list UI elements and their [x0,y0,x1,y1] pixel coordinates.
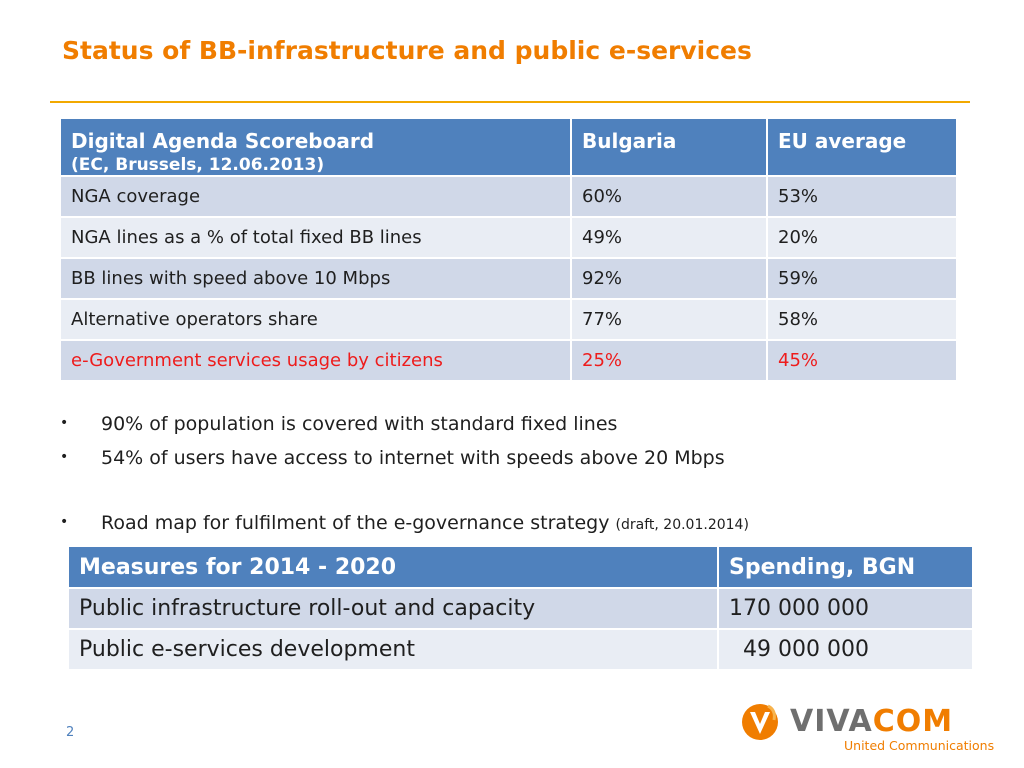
row-eu-value: 53% [768,175,956,216]
bullet-marker: • [60,514,69,530]
measures-table: Measures for 2014 - 2020 Spending, BGN P… [69,547,972,669]
scoreboard-header-title: Digital Agenda Scoreboard [71,129,375,153]
row-label: Alternative operators share [61,298,572,339]
logo-tagline: United Communications [844,738,995,753]
row-eu-value: 20% [768,216,956,257]
table-row: Alternative operators share 77% 58% [61,298,956,339]
row-bulgaria-value: 60% [572,175,768,216]
table-row: Public infrastructure roll-out and capac… [69,587,972,628]
bullet-text: Road map for fulfilment of the e-governa… [101,512,749,534]
scoreboard-header-bulgaria: Bulgaria [572,119,768,175]
row-bulgaria-value: 77% [572,298,768,339]
row-label: e-Government services usage by citizens [61,339,572,380]
logo-word-part2: COM [872,704,954,739]
bullet-marker: • [60,449,69,465]
measures-header-spending: Spending, BGN [719,547,972,587]
logo-wordmark: VIVACOM [790,704,953,739]
row-label: NGA coverage [61,175,572,216]
row-eu-value: 45% [768,339,956,380]
scoreboard-header-subtitle: (EC, Brussels, 12.06.2013) [71,155,325,175]
vivacom-v-icon [742,704,778,740]
measures-header-measure: Measures for 2014 - 2020 [69,547,719,587]
title-divider [50,101,970,103]
row-bulgaria-value: 92% [572,257,768,298]
bullet-main-text: Road map for fulfilment of the e-governa… [101,512,610,534]
bullet-marker: • [60,415,69,431]
row-label: BB lines with speed above 10 Mbps [61,257,572,298]
row-bulgaria-value: 49% [572,216,768,257]
table-row: NGA coverage 60% 53% [61,175,956,216]
table-row: NGA lines as a % of total fixed BB lines… [61,216,956,257]
row-eu-value: 58% [768,298,956,339]
measure-label: Public infrastructure roll-out and capac… [69,587,719,628]
measure-spending: 170 000 000 [719,587,972,628]
scoreboard-header-row: Digital Agenda Scoreboard (EC, Brussels,… [61,119,956,175]
logo-word-part1: VIVA [790,704,873,739]
measure-label: Public e-services development [69,628,719,669]
table-row-highlighted: e-Government services usage by citizens … [61,339,956,380]
bullet-text: 54% of users have access to internet wit… [101,447,725,469]
scoreboard-table: Digital Agenda Scoreboard (EC, Brussels,… [61,119,956,380]
row-bulgaria-value: 25% [572,339,768,380]
vivacom-logo: VIVACOM United Communications [738,700,994,756]
row-label: NGA lines as a % of total fixed BB lines [61,216,572,257]
row-eu-value: 59% [768,257,956,298]
slide-title: Status of BB-infrastructure and public e… [62,36,752,65]
bullet-text: 90% of population is covered with standa… [101,413,618,435]
measure-spending: 49 000 000 [719,628,972,669]
measures-header-row: Measures for 2014 - 2020 Spending, BGN [69,547,972,587]
bullet-draft-note: (draft, 20.01.2014) [615,517,749,533]
table-row: Public e-services development 49 000 000 [69,628,972,669]
scoreboard-header-eu-average: EU average [768,119,956,175]
scoreboard-header-source: Digital Agenda Scoreboard (EC, Brussels,… [61,119,572,175]
page-number: 2 [66,725,75,740]
table-row: BB lines with speed above 10 Mbps 92% 59… [61,257,956,298]
